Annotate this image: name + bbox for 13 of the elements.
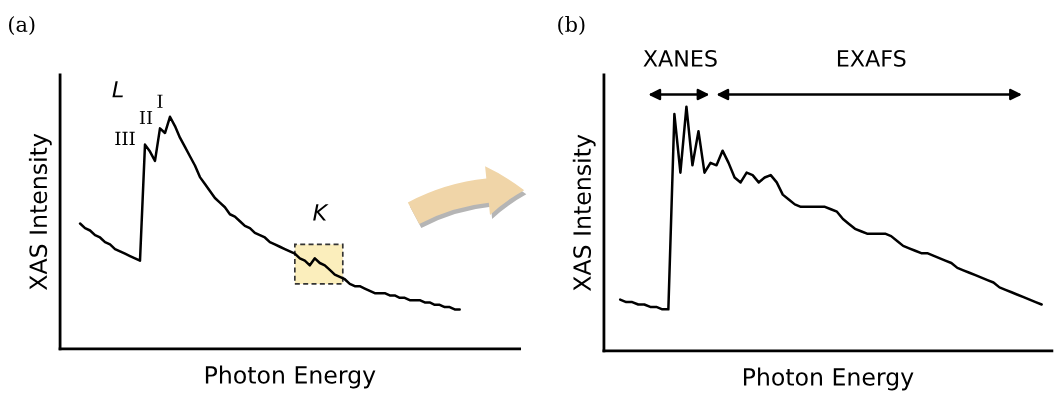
text: I (157, 94, 163, 108)
annotation: II (139, 110, 153, 125)
x-axis-title: Photon Energy (743, 367, 914, 391)
text: EXAFS (837, 49, 906, 67)
chart-title: (b) (558, 15, 585, 35)
chart-title: (a) (9, 15, 35, 35)
y-axis-title: XAS Intensity (28, 133, 52, 291)
annotation: K (313, 204, 329, 221)
x-axis-title: Photon Energy (205, 365, 376, 389)
annotation: III (115, 131, 135, 145)
text: XANES (643, 49, 717, 67)
y-axis-title: XAS Intensity (572, 134, 596, 292)
text: L (112, 81, 123, 98)
